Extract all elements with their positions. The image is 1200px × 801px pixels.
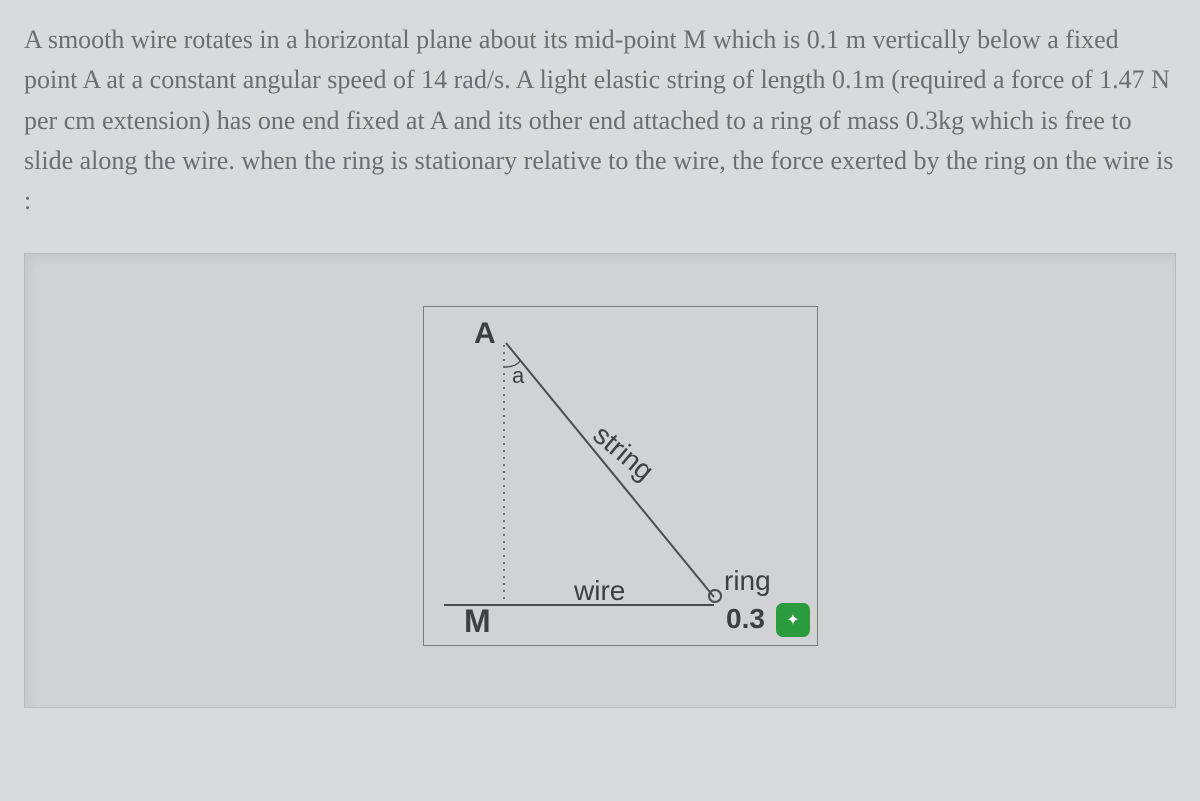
label-ring: ring xyxy=(724,565,771,597)
line-string xyxy=(506,343,714,597)
diagram-box: A a M wire ring string 0.3 ✦ xyxy=(423,306,818,646)
label-mass: 0.3 xyxy=(726,603,765,635)
watermark-icon: ✦ xyxy=(776,603,810,637)
diagram-container: A a M wire ring string 0.3 ✦ xyxy=(24,253,1176,708)
label-angle-a: a xyxy=(512,363,524,389)
label-point-a-upper: A xyxy=(474,317,496,351)
label-wire: wire xyxy=(574,575,625,607)
question-text: A smooth wire rotates in a horizontal pl… xyxy=(24,20,1176,221)
label-point-m: M xyxy=(464,603,491,640)
